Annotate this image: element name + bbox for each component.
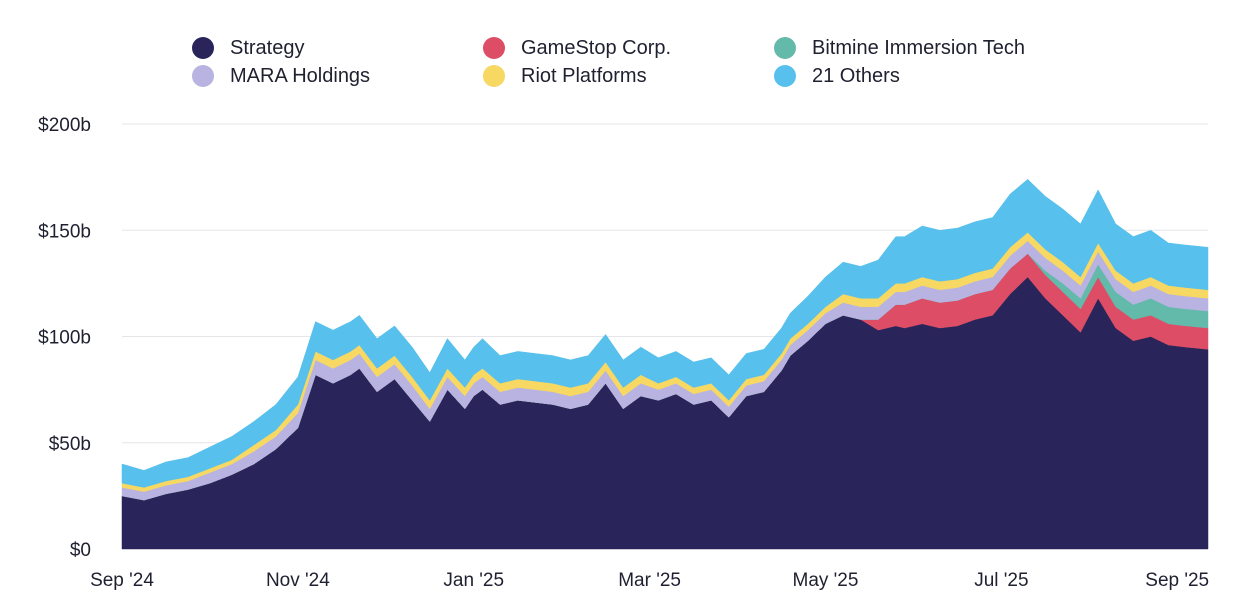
- legend-item-others[interactable]: 21 Others: [774, 63, 900, 89]
- x-tick-label: Sep '25: [1145, 570, 1209, 591]
- x-tick-label: Jan '25: [443, 570, 504, 591]
- legend-label-riot: Riot Platforms: [521, 64, 647, 87]
- y-tick-label: $50b: [49, 434, 91, 455]
- y-tick-label: $150b: [38, 221, 91, 242]
- x-tick-label: Sep '24: [90, 570, 154, 591]
- legend-item-strategy[interactable]: Strategy: [192, 35, 304, 61]
- legend-swatch-gamestop: [483, 37, 505, 59]
- legend-label-others: 21 Others: [812, 64, 900, 87]
- x-tick-label: Nov '24: [266, 570, 330, 591]
- x-tick-label: May '25: [793, 570, 859, 591]
- legend-item-riot[interactable]: Riot Platforms: [483, 63, 647, 89]
- legend-swatch-bitmine: [774, 37, 796, 59]
- y-tick-label: $100b: [38, 328, 91, 349]
- legend-label-mara: MARA Holdings: [230, 64, 371, 87]
- legend-label-bitmine: Bitmine Immersion Tech: [812, 36, 1026, 59]
- y-tick-label: $200b: [38, 115, 91, 136]
- x-axis-ticks: Sep '24 Nov '24 Jan '25 Mar '25 May '25 Jul '…: [90, 570, 1209, 591]
- legend-label-strategy: Strategy: [230, 36, 305, 59]
- area-series: [121, 178, 1209, 550]
- area-series-21-others[interactable]: [121, 178, 1209, 488]
- legend-item-bitmine[interactable]: Bitmine Immersion Tech: [774, 35, 1025, 61]
- legend-item-gamestop[interactable]: GameStop Corp.: [483, 35, 671, 61]
- legend-label-gamestop: GameStop Corp.: [521, 36, 672, 59]
- legend-swatch-strategy: [192, 37, 214, 59]
- legend-swatch-mara: [192, 65, 214, 87]
- legend-item-mara[interactable]: MARA Holdings: [192, 63, 370, 89]
- legend-swatch-riot: [483, 65, 505, 87]
- x-tick-label: Jul '25: [974, 570, 1028, 591]
- x-tick-label: Mar '25: [618, 570, 681, 591]
- legend-swatch-others: [774, 65, 796, 87]
- y-tick-label: $0: [70, 540, 91, 561]
- y-axis-ticks: $0 $50b $100b $150b $200b: [38, 115, 91, 561]
- chart-legend: Strategy GameStop Corp. Bitmine Immersio…: [0, 0, 1244, 100]
